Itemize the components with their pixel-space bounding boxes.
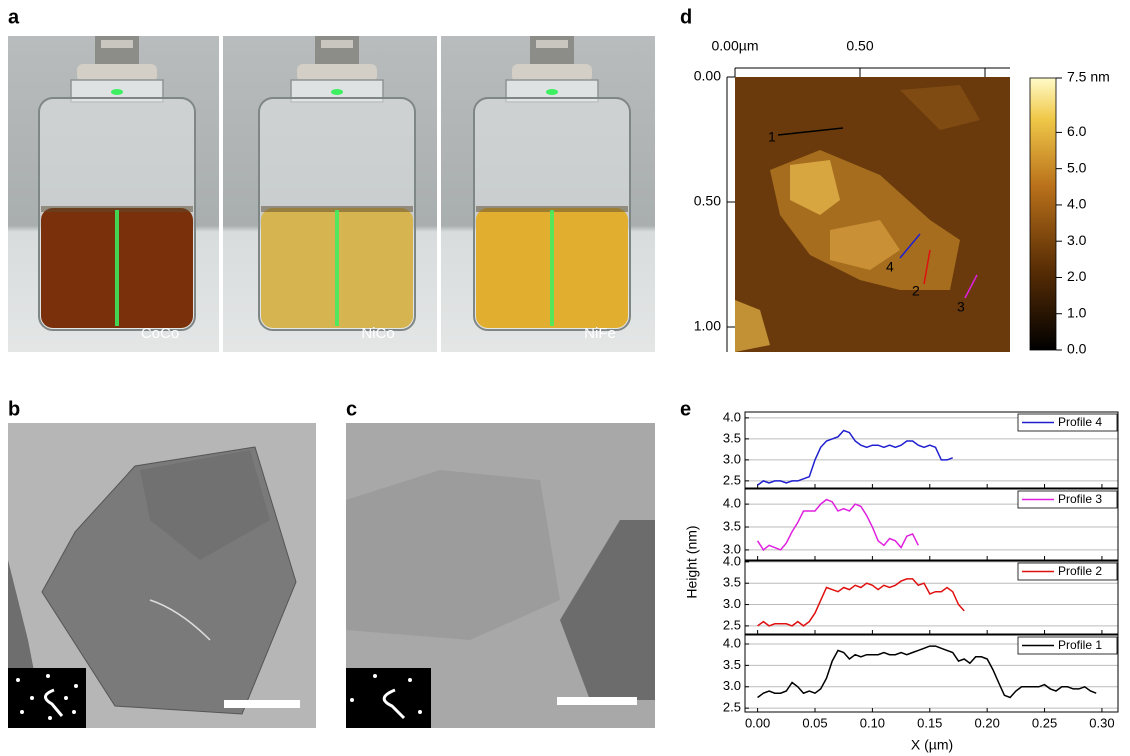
y-tick-label: 2.5 <box>723 472 741 487</box>
vial-photo: NiCo <box>223 36 437 352</box>
y-axis-label: Height (nm) <box>684 525 700 598</box>
profile-label: 1 <box>768 129 776 145</box>
x-tick-label: 0.10 <box>860 715 885 730</box>
colorbar-tick-label: 4.0 <box>1067 196 1087 212</box>
profile-label: 4 <box>886 259 894 275</box>
colorbar-tick-label: 0.0 <box>1067 341 1087 357</box>
colorbar-tick-label: 1.0 <box>1067 304 1087 320</box>
y-tick-label: 3.0 <box>723 451 741 466</box>
legend-label: Profile 3 <box>1058 492 1102 506</box>
y-tick-label: 4.0 <box>723 635 741 650</box>
y-tick-label: 3.0 <box>723 596 741 611</box>
panel-label: a <box>8 6 20 28</box>
y-tick-label: 3.5 <box>723 575 741 590</box>
colorbar-tick-label: 7.5 nm <box>1067 69 1110 85</box>
profile-label: 3 <box>957 299 965 315</box>
y-tick-label: 2.5 <box>723 617 741 632</box>
profile-chart: Height (nm) X (µm) 2.5 3.0 3.5 4.0 Profile 4… <box>684 409 1118 752</box>
panel-label: e <box>680 398 691 420</box>
vial-label: NiFe <box>584 325 616 342</box>
vial-label: CoCo <box>141 325 179 342</box>
x-tick-label: 0.00µm <box>712 38 759 54</box>
panel-label: d <box>680 6 692 28</box>
y-tick-label: 3.5 <box>723 430 741 445</box>
body: a b c d e CoCo NiCo NiFe <box>0 0 1130 756</box>
colorbar <box>1030 78 1056 350</box>
diffraction-inset <box>346 668 431 728</box>
x-tick-label: 0.30 <box>1089 715 1114 730</box>
x-tick-label: 0.15 <box>917 715 942 730</box>
tem-image <box>8 423 316 728</box>
colorbar-tick-label: 2.0 <box>1067 268 1087 284</box>
legend-label: Profile 4 <box>1058 415 1102 429</box>
vial-photo: CoCo <box>8 36 219 352</box>
x-tick-label: 0.20 <box>975 715 1000 730</box>
x-tick-label: 0.50 <box>846 38 873 54</box>
x-tick-label: 0.05 <box>802 715 827 730</box>
vial-photo: NiFe <box>441 36 655 352</box>
profile-label: 2 <box>912 283 920 299</box>
colorbar-tick-label: 3.0 <box>1067 232 1087 248</box>
y-tick-label: 2.5 <box>723 700 741 715</box>
y-tick-label: 3.5 <box>723 657 741 672</box>
panel-label: c <box>346 398 357 420</box>
profile-line <box>758 500 919 550</box>
y-tick-label: 4.0 <box>723 553 741 568</box>
panel-label: b <box>8 398 20 420</box>
x-tick-label: 0.00 <box>745 715 770 730</box>
colorbar-tick-label: 5.0 <box>1067 159 1087 175</box>
afm-image: 1 2 3 4 <box>727 68 1056 352</box>
colorbar-tick-label: 6.0 <box>1067 123 1087 139</box>
scale-bar <box>224 700 300 708</box>
scale-bar <box>557 697 637 705</box>
y-tick-label: 0.50 <box>694 193 721 209</box>
legend-label: Profile 2 <box>1058 564 1102 578</box>
profile-line <box>758 579 965 626</box>
x-tick-label: 0.25 <box>1032 715 1057 730</box>
figure: a b c d e CoCo NiCo NiFe <box>0 0 1130 756</box>
tem-image <box>346 423 655 728</box>
x-axis-label: X (µm) <box>911 737 953 753</box>
y-tick-label: 0.00 <box>694 68 721 84</box>
y-tick-label: 1.00 <box>694 318 721 334</box>
page: {"panel_labels": ["a", "b", "c", "d", "e… <box>0 0 1130 756</box>
vial-label: NiCo <box>361 325 394 342</box>
y-tick-label: 3.0 <box>723 678 741 693</box>
y-tick-label: 3.5 <box>723 518 741 533</box>
y-tick-label: 4.0 <box>723 496 741 511</box>
legend-label: Profile 1 <box>1058 638 1102 652</box>
y-tick-label: 4.0 <box>723 409 741 424</box>
